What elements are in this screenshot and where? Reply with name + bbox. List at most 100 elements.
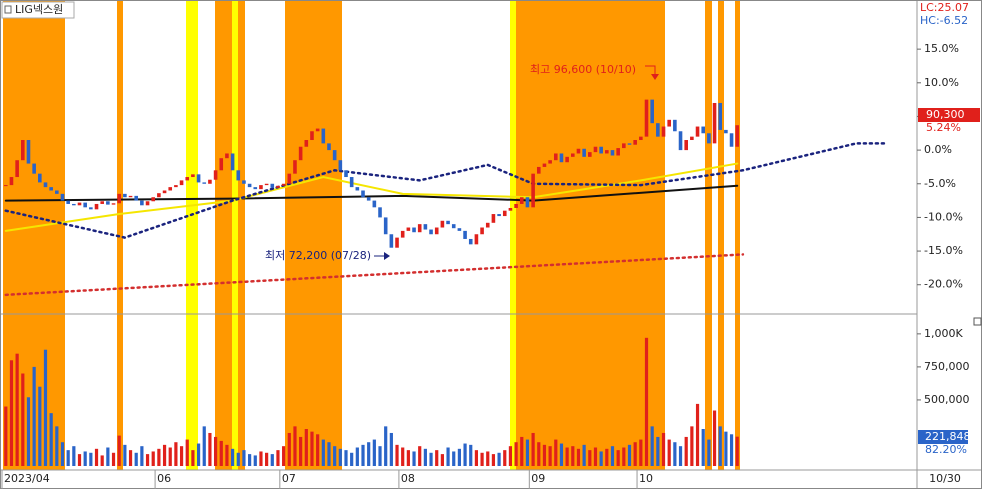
candle xyxy=(457,228,462,231)
volume-bar xyxy=(610,446,615,466)
volume-bar xyxy=(469,444,473,466)
candle xyxy=(724,129,728,134)
candle xyxy=(525,197,530,208)
volume-bar xyxy=(690,426,694,466)
candle xyxy=(446,220,450,225)
candle xyxy=(202,182,207,184)
volume-bar xyxy=(265,452,269,466)
volume-bar xyxy=(77,454,82,466)
candle xyxy=(695,126,700,137)
candle xyxy=(661,126,666,137)
candle xyxy=(565,156,569,163)
current-date: 10/30 xyxy=(929,472,961,485)
volume-bar xyxy=(32,366,36,466)
volume-bar xyxy=(248,454,252,466)
volume-bar xyxy=(361,444,365,466)
candle xyxy=(140,200,144,206)
candle xyxy=(588,152,592,157)
last-change: 5.24% xyxy=(926,121,961,134)
volume-bar xyxy=(474,450,479,466)
volume-bar xyxy=(412,451,416,466)
volume-bar xyxy=(202,426,206,466)
volume-bar xyxy=(231,448,235,466)
candle xyxy=(542,163,547,167)
candle xyxy=(111,203,116,205)
volume-bar xyxy=(162,444,167,466)
high-arrow-head xyxy=(651,74,659,80)
candle xyxy=(406,227,411,231)
candle xyxy=(338,160,343,171)
candle xyxy=(378,207,382,218)
candle xyxy=(247,183,252,188)
y-tick-label: 10.0% xyxy=(924,76,959,89)
volume-bar xyxy=(49,413,53,466)
overlay-line xyxy=(4,253,745,297)
volume-bar xyxy=(622,447,626,466)
candle xyxy=(168,187,173,191)
candle xyxy=(304,140,309,147)
candle xyxy=(230,153,235,171)
candle xyxy=(66,200,70,204)
overlay-line xyxy=(4,162,739,232)
candle xyxy=(259,185,263,190)
candle xyxy=(548,160,552,164)
candle xyxy=(151,197,156,202)
volume-bar xyxy=(316,434,320,466)
candle xyxy=(355,187,360,191)
volume-bar xyxy=(185,439,189,466)
volume-bar xyxy=(695,403,700,466)
volume-bar xyxy=(542,444,547,466)
candle xyxy=(707,133,711,144)
volume-bar xyxy=(457,448,461,466)
candle xyxy=(21,140,25,161)
volume-bar xyxy=(157,448,161,466)
candle xyxy=(383,217,388,235)
candle xyxy=(712,102,717,144)
candle xyxy=(576,148,581,154)
volume-bar xyxy=(707,439,711,466)
volume-bar xyxy=(503,450,507,466)
panel-close[interactable] xyxy=(973,317,982,326)
volume-bar xyxy=(100,455,104,466)
candle xyxy=(4,185,8,187)
volume-bar xyxy=(4,406,8,466)
volume-bar xyxy=(554,439,558,466)
candle xyxy=(83,202,87,208)
volume-bar xyxy=(106,447,110,466)
candle xyxy=(9,177,14,186)
candle xyxy=(123,193,127,198)
candle xyxy=(281,183,286,186)
volume-bar xyxy=(145,454,150,466)
volume-bar xyxy=(293,426,297,466)
x-tick-label: 06 xyxy=(157,472,171,485)
volume-bar xyxy=(701,429,705,466)
candle xyxy=(519,197,524,204)
volume-bar xyxy=(644,337,649,466)
volume-bar xyxy=(537,442,541,466)
overlay-line xyxy=(4,184,739,202)
volume-bar xyxy=(616,450,620,466)
volume-bar xyxy=(151,451,155,466)
volume-bar xyxy=(367,442,371,466)
volume-bar xyxy=(559,443,564,466)
candle xyxy=(327,143,331,151)
volume-bar xyxy=(650,426,654,466)
volume-bar xyxy=(304,429,308,466)
volume-bar xyxy=(633,442,637,466)
candle xyxy=(468,238,473,245)
volume-bar xyxy=(299,436,303,466)
volume-bar xyxy=(282,446,286,466)
x-tick-label: 09 xyxy=(531,472,545,485)
y-tick-label: 1,000K xyxy=(924,327,963,340)
x-tick-label: 08 xyxy=(401,472,415,485)
candle xyxy=(559,153,564,163)
candle xyxy=(633,140,637,145)
volume-bar xyxy=(452,451,456,466)
volume-bar xyxy=(429,452,433,466)
volume-bar xyxy=(384,426,388,466)
candle xyxy=(26,140,31,164)
candle xyxy=(157,193,161,198)
volume-bar xyxy=(735,436,739,466)
candle xyxy=(423,224,428,230)
